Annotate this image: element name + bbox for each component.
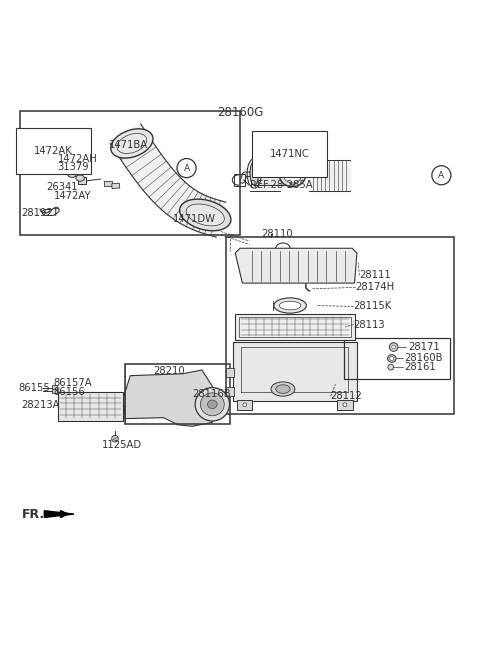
Text: 86156: 86156: [53, 387, 84, 397]
Ellipse shape: [271, 382, 295, 396]
Text: 28130: 28130: [297, 135, 329, 145]
Bar: [124, 364, 230, 424]
Bar: [235, 314, 355, 340]
Bar: [337, 400, 353, 409]
Text: 28113: 28113: [354, 320, 385, 330]
Bar: [226, 237, 454, 414]
Text: 28161: 28161: [405, 362, 436, 372]
Ellipse shape: [279, 164, 306, 186]
Bar: [40, 144, 45, 150]
Ellipse shape: [288, 162, 297, 185]
Polygon shape: [44, 511, 74, 517]
Ellipse shape: [111, 129, 153, 158]
Text: 1471BA: 1471BA: [109, 140, 148, 150]
Circle shape: [177, 158, 196, 178]
Text: 28112: 28112: [331, 391, 362, 401]
Ellipse shape: [117, 133, 147, 154]
Circle shape: [112, 436, 118, 442]
Ellipse shape: [390, 356, 394, 360]
Text: 28192T: 28192T: [22, 209, 59, 218]
Text: REF.28-285A: REF.28-285A: [250, 180, 312, 190]
Text: 1472AH: 1472AH: [58, 154, 97, 165]
Ellipse shape: [283, 167, 301, 183]
Bar: [104, 181, 112, 186]
Bar: [344, 339, 450, 379]
Bar: [237, 400, 252, 409]
Bar: [226, 368, 234, 377]
Ellipse shape: [195, 388, 229, 421]
Ellipse shape: [200, 393, 224, 416]
Circle shape: [343, 403, 347, 407]
Text: FR.: FR.: [22, 508, 45, 521]
Ellipse shape: [207, 400, 217, 409]
Ellipse shape: [76, 175, 84, 181]
Text: 28111: 28111: [360, 271, 391, 281]
Text: 86157A: 86157A: [53, 378, 92, 388]
Text: 1125AD: 1125AD: [102, 440, 142, 450]
Text: A: A: [183, 164, 190, 173]
Ellipse shape: [68, 171, 76, 177]
Ellipse shape: [186, 204, 224, 226]
Bar: [52, 389, 57, 393]
Bar: [254, 162, 292, 185]
Text: 28160G: 28160G: [217, 105, 263, 118]
Text: 1471NC: 1471NC: [270, 149, 309, 159]
Circle shape: [392, 345, 396, 349]
Bar: [58, 392, 123, 421]
Text: 28210: 28210: [153, 366, 185, 376]
Bar: [239, 317, 351, 337]
Circle shape: [432, 165, 451, 185]
Ellipse shape: [279, 301, 301, 310]
Ellipse shape: [276, 385, 290, 393]
Text: 1472AY: 1472AY: [54, 191, 91, 201]
Text: 28171: 28171: [408, 342, 440, 352]
Polygon shape: [309, 160, 350, 190]
Text: 28115K: 28115K: [354, 301, 392, 311]
Text: 26341: 26341: [47, 182, 78, 192]
Ellipse shape: [250, 162, 259, 185]
Bar: [52, 385, 57, 390]
Circle shape: [388, 364, 394, 370]
Text: 28213A: 28213A: [22, 400, 60, 410]
Text: 26710: 26710: [49, 135, 81, 145]
Bar: [234, 174, 245, 186]
Ellipse shape: [180, 199, 231, 231]
Bar: [78, 177, 86, 184]
Text: A: A: [438, 171, 444, 180]
Text: 28110: 28110: [262, 230, 293, 239]
Bar: [226, 387, 234, 396]
Text: 28116B: 28116B: [192, 389, 231, 399]
Text: 1472AK: 1472AK: [34, 146, 72, 156]
Text: 28174H: 28174H: [356, 283, 395, 292]
Bar: [112, 183, 120, 188]
Bar: [233, 342, 357, 401]
Ellipse shape: [387, 354, 396, 362]
Polygon shape: [235, 249, 357, 283]
Polygon shape: [110, 124, 226, 237]
Text: 1471DW: 1471DW: [173, 214, 216, 224]
Text: 31379: 31379: [58, 162, 89, 171]
Circle shape: [389, 343, 398, 351]
Polygon shape: [123, 370, 212, 426]
Text: 86155: 86155: [18, 383, 50, 392]
Text: 28160B: 28160B: [405, 354, 443, 364]
Circle shape: [243, 403, 247, 407]
Bar: [20, 111, 240, 235]
Ellipse shape: [274, 298, 306, 313]
